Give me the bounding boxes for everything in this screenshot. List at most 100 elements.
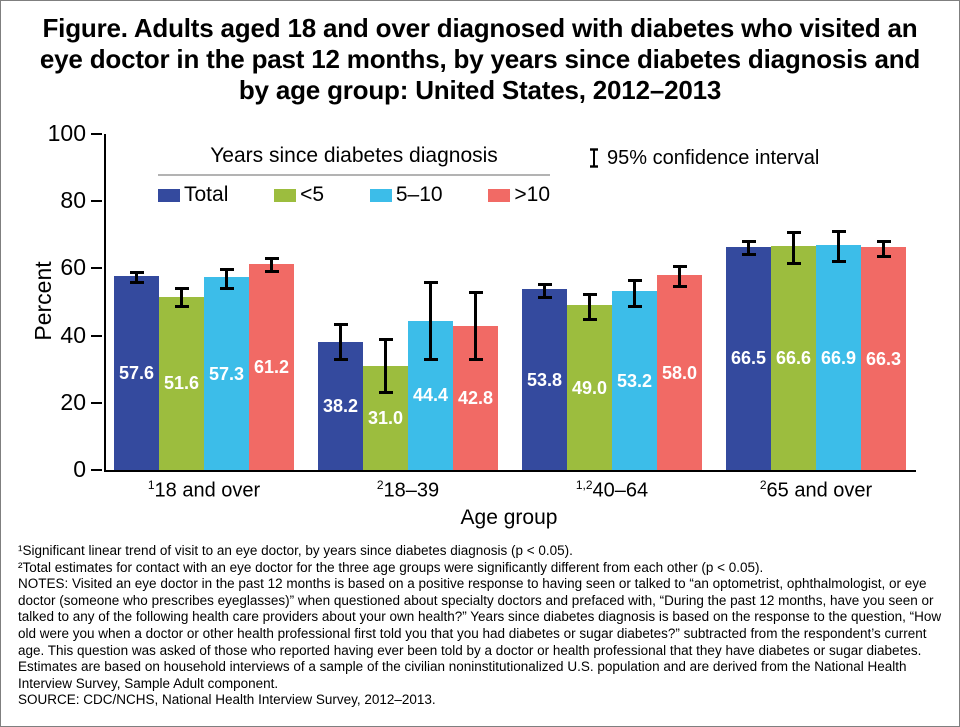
error-bar-line xyxy=(135,273,138,281)
bar-value-label: 61.2 xyxy=(253,357,290,378)
error-bar xyxy=(876,239,891,258)
bar: 66.3 xyxy=(861,247,906,470)
error-bar-line xyxy=(588,295,591,318)
y-tick xyxy=(91,334,102,337)
x-category-footnote-marker: 2 xyxy=(759,478,767,492)
legend-label: 5–10 xyxy=(395,183,443,206)
bar: 38.2 xyxy=(318,341,363,470)
error-bar xyxy=(537,282,552,300)
x-category-label: 1,240–64 xyxy=(575,478,649,502)
bar: 66.5 xyxy=(726,246,771,470)
bar-group: 66.5 66.6 66.9 66.3 xyxy=(726,134,906,470)
x-category-label: 265 and over xyxy=(759,478,873,502)
bar-value-label: 31.0 xyxy=(367,407,404,428)
figure-title: Figure. Adults aged 18 and over diagnose… xyxy=(39,13,921,106)
bar-value-label: 44.4 xyxy=(412,385,449,406)
error-bar-icon xyxy=(590,148,598,168)
error-bar xyxy=(468,291,483,361)
y-tick xyxy=(91,469,102,471)
error-bar xyxy=(378,337,393,395)
error-bar-line xyxy=(792,233,795,263)
bar-value-label: 51.6 xyxy=(163,373,200,394)
error-bar-line xyxy=(225,270,228,287)
legend-item: <5 xyxy=(274,183,324,207)
bar-value-label: 66.6 xyxy=(775,348,812,369)
y-tick-label: 20 xyxy=(60,388,86,415)
legend-item: Total xyxy=(158,183,228,207)
error-bar-line xyxy=(180,290,183,306)
bar-value-label: 38.2 xyxy=(322,395,359,416)
bar-value-label: 66.5 xyxy=(730,348,767,369)
bar-value-label: 58.0 xyxy=(661,362,698,383)
error-bar xyxy=(333,322,348,362)
error-bar xyxy=(741,240,756,257)
x-category-label: 218–39 xyxy=(376,478,440,502)
bar: 66.9 xyxy=(816,245,861,470)
ci-legend: 95% confidence interval xyxy=(589,146,819,170)
error-bar-line xyxy=(474,294,477,358)
legend-swatch xyxy=(158,188,180,202)
footnotes: ¹Significant linear trend of visit to an… xyxy=(18,543,945,709)
error-bar-line xyxy=(339,325,342,359)
bar: 57.3 xyxy=(204,277,249,470)
bar-value-label: 49.0 xyxy=(571,377,608,398)
y-tick xyxy=(91,267,102,270)
bar: 44.4 xyxy=(408,320,453,470)
bar: 49.0 xyxy=(567,305,612,470)
y-tick-label: 40 xyxy=(60,321,86,348)
bar-value-label: 53.2 xyxy=(616,370,653,391)
x-category-label: 118 and over xyxy=(147,478,261,502)
legend-label: >10 xyxy=(514,183,550,206)
error-bar xyxy=(129,270,144,284)
x-category-footnote-marker: 1,2 xyxy=(575,478,593,492)
legend-items: Total <5 5–10 >10 xyxy=(158,183,550,207)
bar-group: 57.6 51.6 57.3 61.2 xyxy=(114,134,294,470)
error-bar xyxy=(264,257,279,274)
error-bar-line xyxy=(429,284,432,359)
error-bar-line xyxy=(633,281,636,306)
legend-label: <5 xyxy=(300,183,325,206)
error-bar xyxy=(219,267,234,290)
bar: 51.6 xyxy=(159,296,204,470)
bar: 53.8 xyxy=(522,289,567,470)
ci-legend-label: 95% confidence interval xyxy=(607,146,820,169)
bar: 53.2 xyxy=(612,291,657,470)
y-tick-label: 80 xyxy=(60,187,86,214)
footnote-source: SOURCE: CDC/NCHS, National Health Interv… xyxy=(18,692,436,708)
error-bar-line xyxy=(543,285,546,297)
footnote-notes: NOTES: Visited an eye doctor in the past… xyxy=(18,576,942,691)
error-bar xyxy=(627,278,642,309)
legend-title: Years since diabetes diagnosis xyxy=(158,144,550,176)
bar-group: 38.2 31.0 44.4 42.8 xyxy=(318,134,498,470)
legend-swatch xyxy=(369,188,392,202)
bar: 57.6 xyxy=(114,276,159,470)
legend-label: Total xyxy=(184,183,229,206)
y-tick-label: 60 xyxy=(60,254,86,281)
bar-value-label: 57.6 xyxy=(118,363,155,384)
error-bar xyxy=(582,292,597,321)
y-tick-label: 100 xyxy=(47,120,86,146)
y-tick-label: 0 xyxy=(73,456,86,482)
error-bar xyxy=(831,229,846,264)
y-tick xyxy=(91,401,102,404)
legend-item: >10 xyxy=(488,183,550,207)
legend-item: 5–10 xyxy=(369,183,443,207)
error-bar xyxy=(174,287,189,309)
x-axis-title: Age group xyxy=(460,506,558,529)
footnote-1: ¹Significant linear trend of visit to an… xyxy=(18,543,573,558)
legend: Years since diabetes diagnosis Total <5 5–… xyxy=(158,144,550,207)
y-tick xyxy=(91,133,102,135)
plot-area: Years since diabetes diagnosis Total <5 5–… xyxy=(48,122,916,481)
legend-swatch xyxy=(274,188,297,202)
legend-swatch xyxy=(488,188,511,202)
footnote-2: ²Total estimates for contact with an eye… xyxy=(18,559,764,575)
bar: 66.6 xyxy=(771,246,816,470)
error-bar-line xyxy=(837,232,840,261)
error-bar xyxy=(672,265,687,289)
bar: 58.0 xyxy=(657,275,702,470)
error-bar-line xyxy=(882,242,885,255)
error-bar-line xyxy=(747,243,750,254)
error-bar-line xyxy=(384,340,387,392)
error-bar-line xyxy=(678,268,681,286)
y-axis-title: Percent xyxy=(29,261,56,341)
